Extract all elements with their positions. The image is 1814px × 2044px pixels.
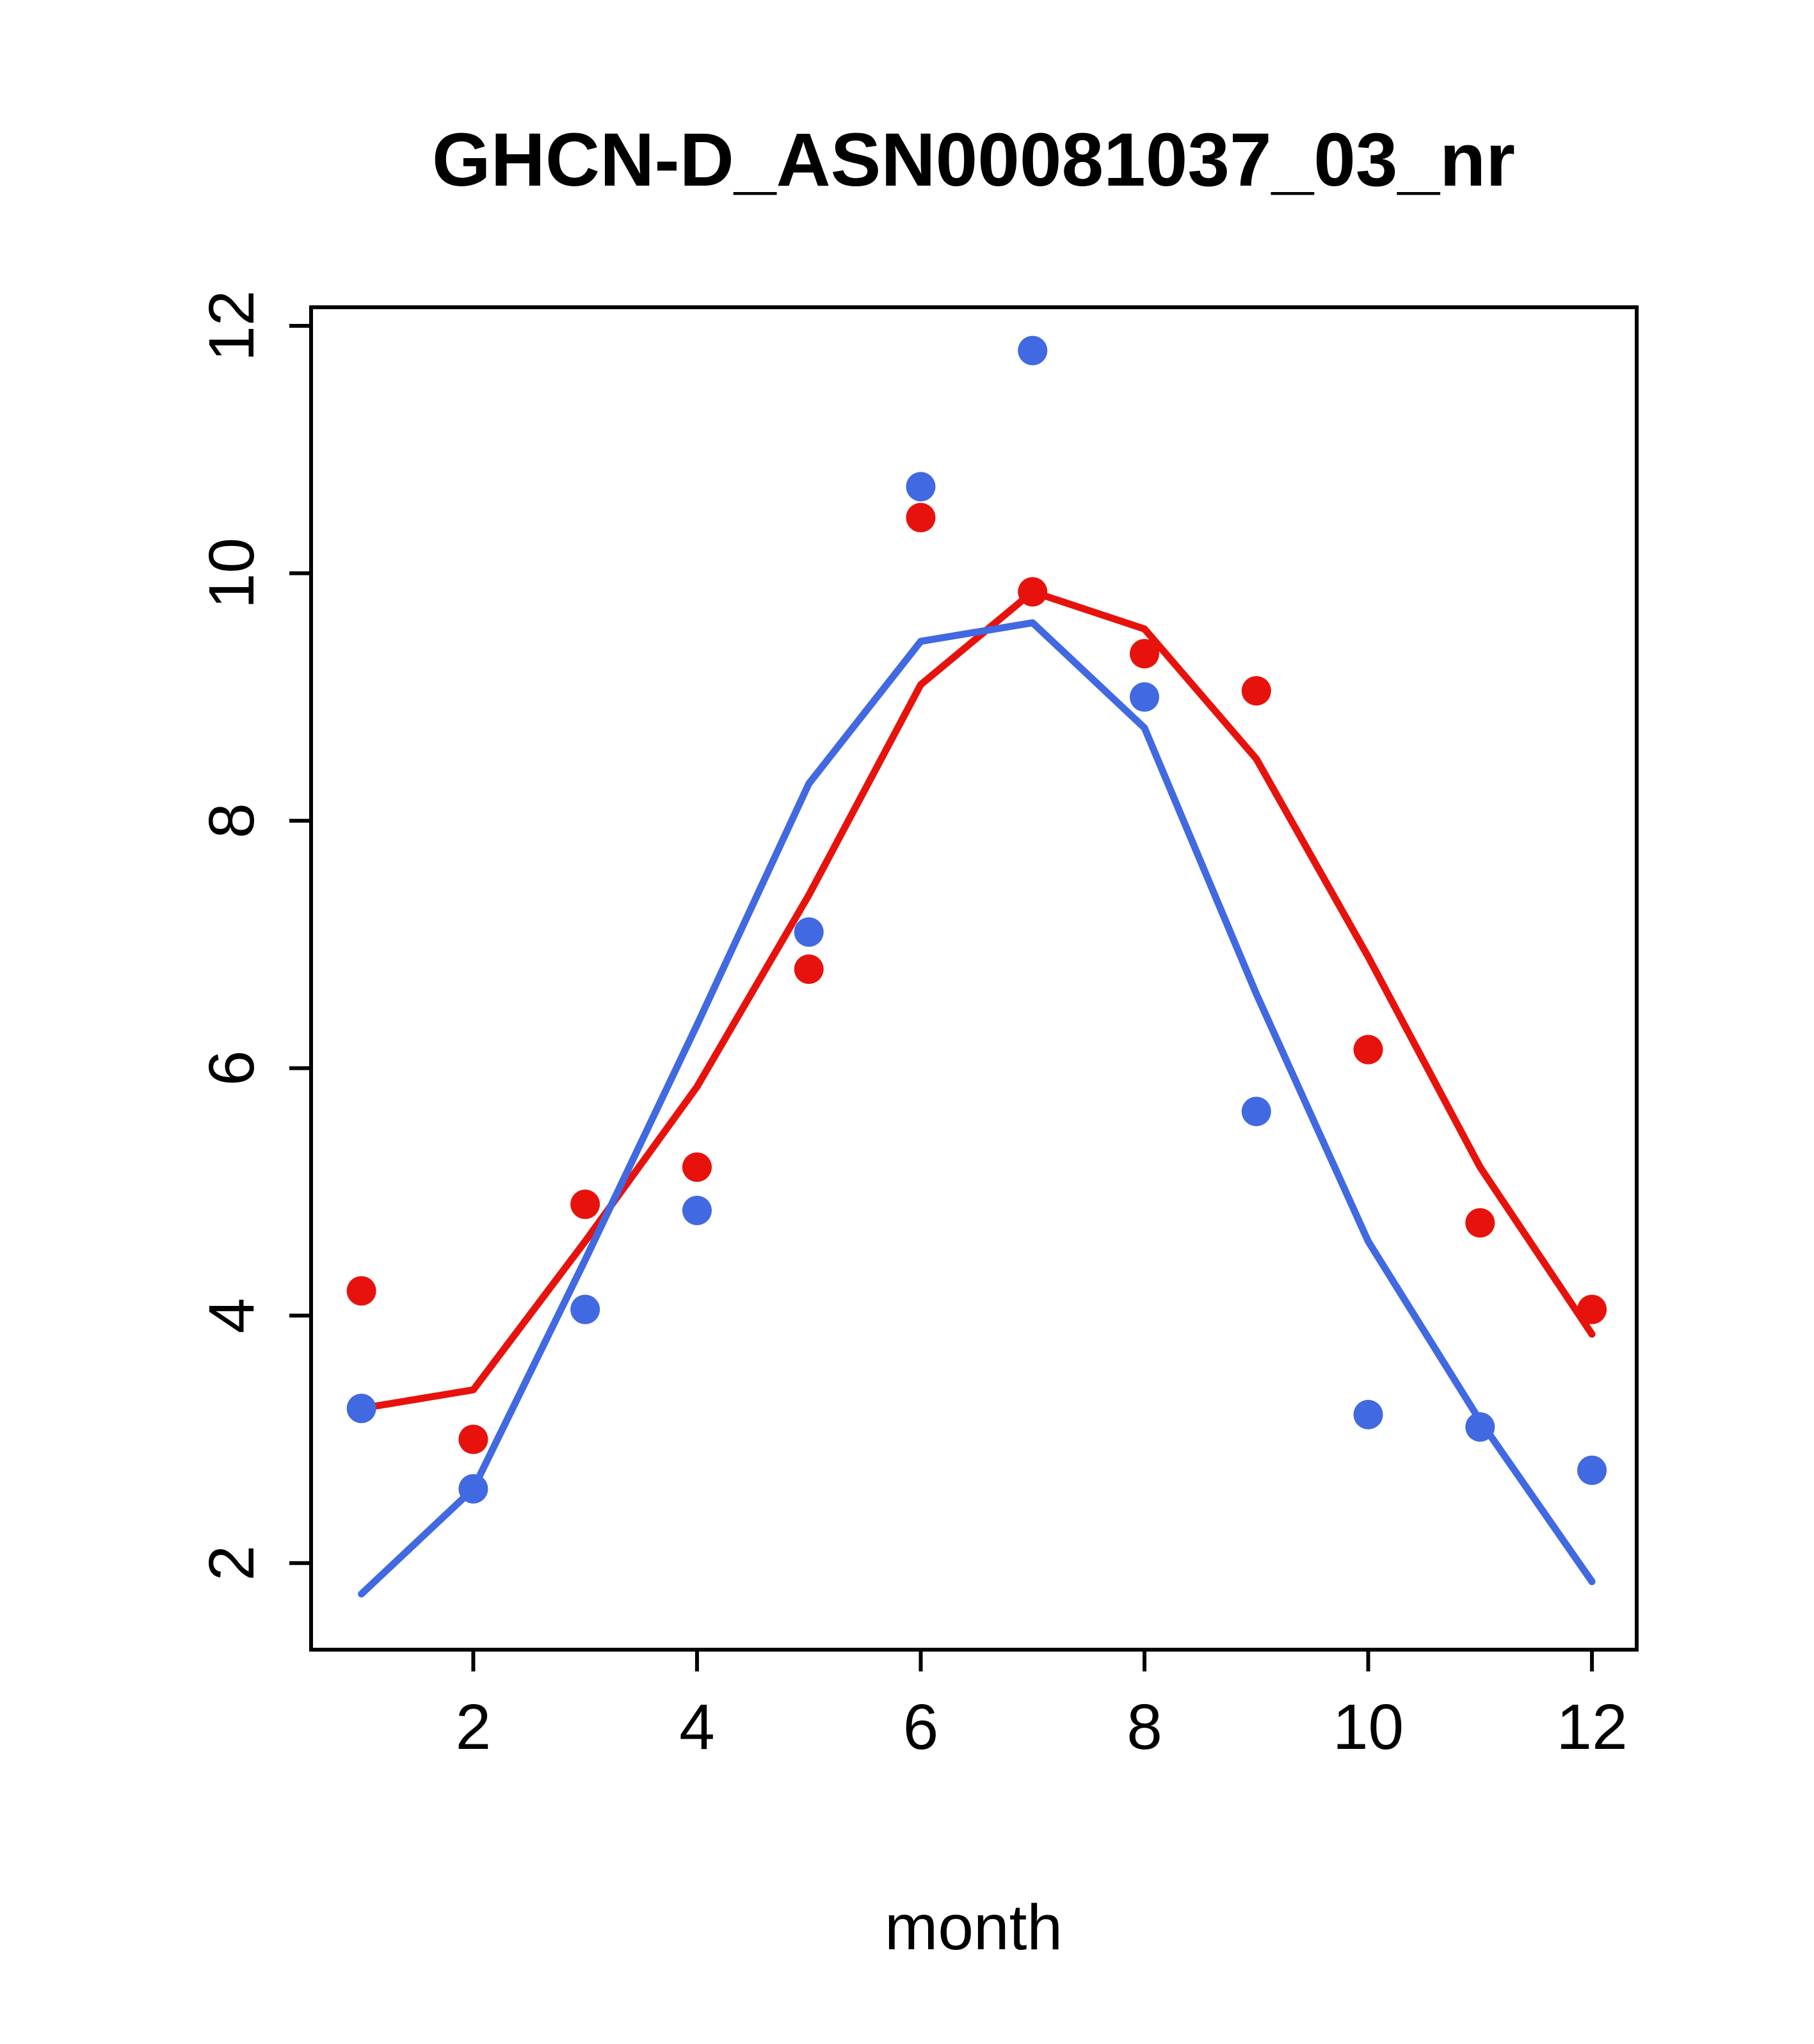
blue-points-marker bbox=[1241, 1097, 1271, 1127]
red-points-marker bbox=[1465, 1208, 1495, 1238]
blue-points-marker bbox=[794, 917, 824, 947]
blue-points-marker bbox=[570, 1294, 600, 1324]
x-axis-tick-label: 10 bbox=[1333, 1691, 1404, 1763]
blue-points-marker bbox=[1465, 1412, 1495, 1442]
y-axis-tick-label: 12 bbox=[196, 290, 268, 361]
red-points-marker bbox=[1353, 1034, 1383, 1065]
blue-points-marker bbox=[1018, 335, 1048, 366]
red-points-marker bbox=[346, 1276, 376, 1306]
y-axis-tick-label: 6 bbox=[196, 1050, 268, 1086]
blue-points-marker bbox=[458, 1474, 488, 1504]
x-axis-tick-label: 2 bbox=[456, 1691, 492, 1763]
series-layer bbox=[346, 335, 1607, 1598]
blue-points-marker bbox=[1577, 1455, 1607, 1485]
y-axis-tick-label: 10 bbox=[196, 538, 268, 609]
blue-points-marker bbox=[1353, 1399, 1383, 1429]
chart-title: GHCN-D_ASN00081037_03_nr bbox=[432, 118, 1515, 202]
axes-layer: 2 4 6 8 10 12 2 4 6 8 10 12 bbox=[196, 290, 1639, 1763]
red-line-fit bbox=[358, 588, 1596, 1412]
x-axis-tick-label: 12 bbox=[1556, 1691, 1627, 1763]
blue-points-marker bbox=[906, 472, 936, 502]
y-axis-tick-label: 8 bbox=[196, 803, 268, 839]
y-axis-tick-label: 4 bbox=[196, 1298, 268, 1333]
red-points-marker bbox=[1241, 676, 1271, 706]
plot-box bbox=[309, 305, 1639, 1652]
red-points-marker bbox=[1577, 1294, 1607, 1324]
red-points-marker bbox=[570, 1189, 600, 1219]
blue-points-marker bbox=[1130, 682, 1160, 712]
blue-points-marker bbox=[682, 1195, 712, 1225]
blue-points-marker bbox=[346, 1394, 376, 1424]
red-points-marker bbox=[906, 503, 936, 533]
x-axis-tick-label: 6 bbox=[903, 1691, 939, 1763]
red-points-marker bbox=[1130, 639, 1160, 669]
red-points-marker bbox=[682, 1152, 712, 1182]
red-points-marker bbox=[1018, 577, 1048, 607]
y-axis-tick-label: 2 bbox=[196, 1545, 268, 1581]
blue-line-fit bbox=[358, 619, 1596, 1598]
x-axis-title: month bbox=[885, 1892, 1063, 1963]
red-points-marker bbox=[458, 1424, 488, 1454]
x-axis-tick-label: 8 bbox=[1127, 1691, 1162, 1763]
x-axis-tick-label: 4 bbox=[679, 1691, 715, 1763]
red-points-marker bbox=[794, 954, 824, 985]
